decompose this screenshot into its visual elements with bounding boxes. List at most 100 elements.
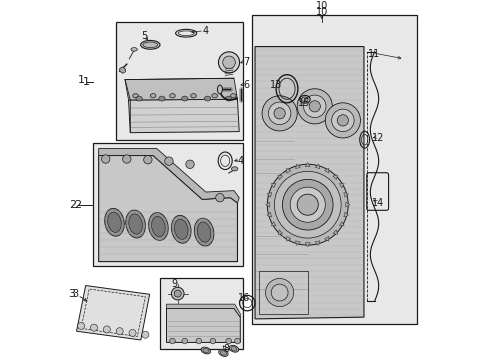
Circle shape (268, 102, 290, 125)
Circle shape (196, 338, 201, 344)
Text: 7: 7 (243, 57, 249, 67)
Circle shape (325, 103, 360, 138)
Circle shape (273, 108, 285, 119)
Ellipse shape (107, 212, 121, 232)
Circle shape (174, 290, 181, 297)
Polygon shape (99, 148, 239, 203)
Text: 6: 6 (243, 80, 249, 90)
Ellipse shape (230, 347, 237, 351)
Ellipse shape (190, 94, 196, 98)
Polygon shape (166, 309, 240, 342)
Ellipse shape (171, 215, 191, 243)
Polygon shape (271, 221, 276, 226)
Circle shape (282, 179, 332, 230)
Circle shape (265, 279, 293, 307)
Polygon shape (277, 175, 282, 180)
Ellipse shape (150, 94, 156, 98)
Polygon shape (339, 221, 344, 226)
Circle shape (143, 156, 152, 164)
Text: 4: 4 (203, 26, 208, 36)
Ellipse shape (132, 94, 138, 98)
Polygon shape (166, 304, 240, 317)
Text: 4: 4 (238, 156, 244, 166)
Circle shape (182, 338, 187, 344)
Ellipse shape (211, 94, 217, 98)
Polygon shape (266, 212, 271, 217)
Ellipse shape (225, 96, 231, 101)
Circle shape (103, 326, 110, 333)
Ellipse shape (142, 42, 158, 48)
Polygon shape (77, 285, 149, 340)
Ellipse shape (204, 96, 210, 101)
Text: 9: 9 (171, 279, 177, 289)
Text: 13: 13 (269, 80, 282, 90)
Ellipse shape (151, 216, 165, 237)
Circle shape (122, 155, 131, 163)
Polygon shape (271, 184, 276, 188)
Polygon shape (286, 168, 290, 173)
Text: 12: 12 (371, 133, 384, 143)
Polygon shape (295, 164, 300, 169)
Ellipse shape (230, 94, 236, 98)
Ellipse shape (229, 345, 238, 352)
Ellipse shape (125, 210, 145, 238)
Circle shape (271, 284, 287, 301)
Circle shape (297, 194, 318, 215)
Bar (93, 143, 242, 266)
Text: 3: 3 (73, 289, 79, 299)
Circle shape (142, 331, 149, 338)
Polygon shape (286, 236, 290, 241)
Circle shape (267, 164, 347, 245)
Polygon shape (343, 212, 348, 217)
Text: 3: 3 (68, 289, 75, 299)
Ellipse shape (203, 348, 208, 353)
Text: 16: 16 (238, 293, 250, 303)
Polygon shape (255, 46, 363, 319)
Circle shape (129, 329, 136, 337)
Polygon shape (324, 236, 328, 241)
Bar (251, 15, 416, 324)
Circle shape (185, 160, 194, 168)
Circle shape (289, 187, 325, 222)
Circle shape (337, 115, 348, 126)
Circle shape (331, 109, 353, 132)
Ellipse shape (194, 218, 213, 246)
Ellipse shape (148, 212, 168, 240)
Circle shape (308, 101, 320, 112)
Ellipse shape (104, 208, 124, 236)
Polygon shape (305, 162, 309, 167)
Polygon shape (332, 175, 337, 180)
Polygon shape (125, 78, 237, 100)
Polygon shape (305, 243, 309, 247)
Circle shape (262, 96, 297, 131)
Polygon shape (332, 230, 337, 234)
Ellipse shape (128, 214, 142, 234)
Bar (160, 279, 242, 349)
Circle shape (274, 171, 341, 238)
Polygon shape (295, 241, 300, 246)
Ellipse shape (181, 96, 187, 101)
Text: 15: 15 (298, 98, 310, 108)
Polygon shape (265, 202, 269, 207)
Circle shape (102, 155, 110, 163)
Ellipse shape (131, 48, 137, 51)
Text: 2: 2 (69, 200, 76, 210)
Circle shape (222, 56, 235, 69)
Text: 11: 11 (367, 49, 380, 59)
Ellipse shape (201, 347, 210, 354)
Circle shape (234, 338, 240, 344)
Circle shape (78, 323, 84, 329)
Circle shape (169, 338, 175, 344)
Ellipse shape (197, 222, 210, 242)
Ellipse shape (218, 350, 228, 356)
Ellipse shape (231, 167, 237, 171)
Text: 1: 1 (82, 77, 90, 87)
Ellipse shape (136, 96, 142, 101)
Circle shape (164, 157, 173, 165)
Polygon shape (343, 193, 348, 197)
Ellipse shape (169, 94, 175, 98)
Ellipse shape (174, 219, 188, 239)
Ellipse shape (220, 351, 226, 355)
Circle shape (225, 338, 231, 344)
Text: 10: 10 (315, 7, 327, 17)
